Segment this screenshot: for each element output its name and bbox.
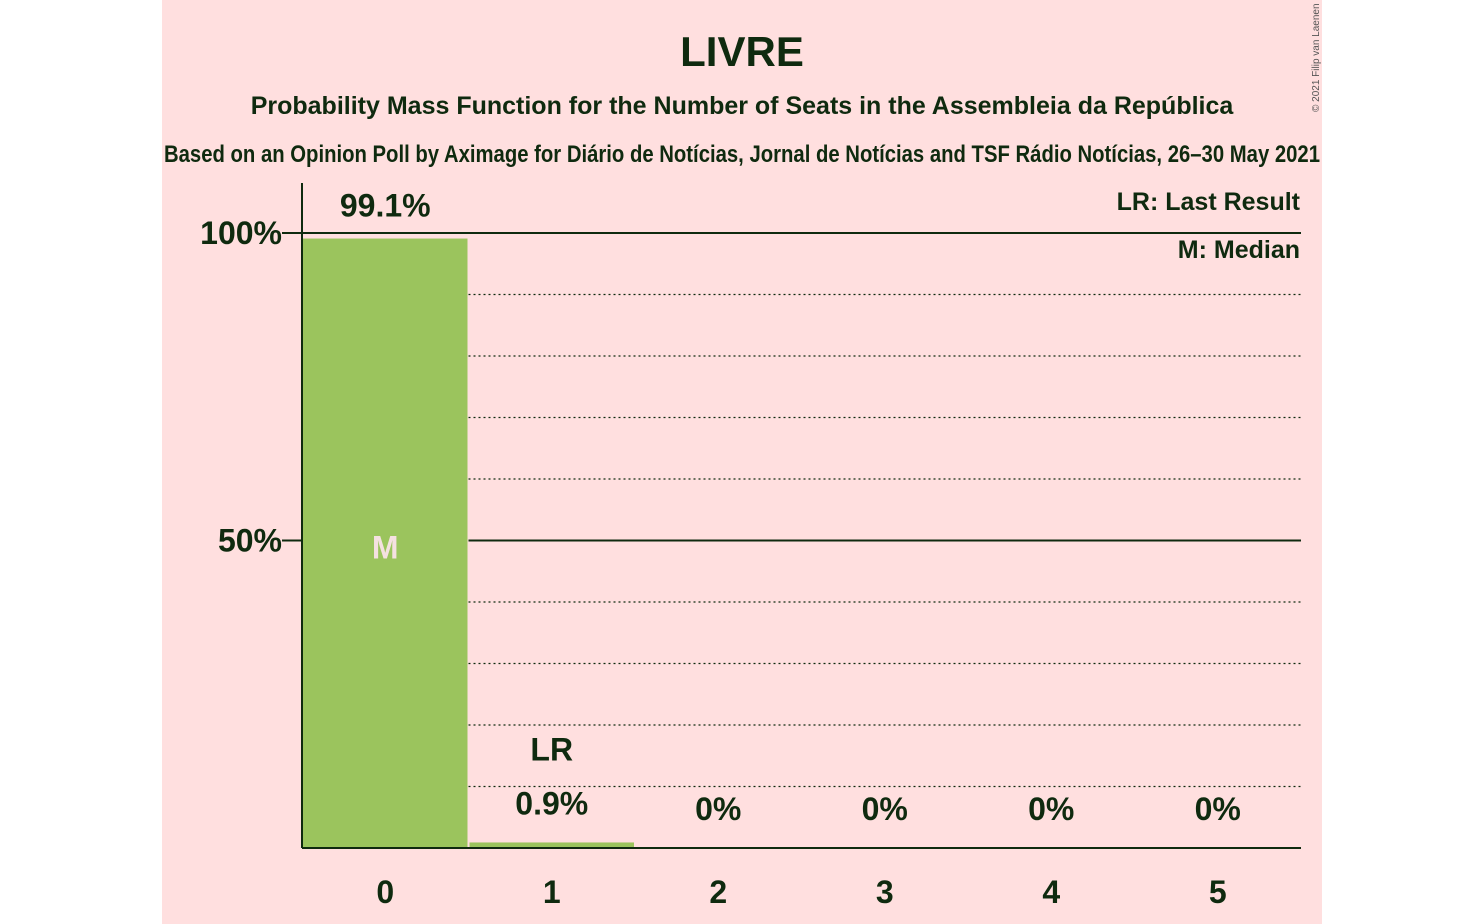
bar-value-label: 0% xyxy=(862,791,908,827)
bar xyxy=(469,842,634,848)
bar-value-label: 0% xyxy=(1195,791,1241,827)
legend-median: M: Median xyxy=(1178,236,1300,264)
x-tick-label: 3 xyxy=(876,874,894,910)
chart-source: Based on an Opinion Poll by Aximage for … xyxy=(164,141,1320,168)
median-marker: M xyxy=(372,530,399,566)
last-result-marker: LR xyxy=(530,731,573,767)
y-tick-label: 50% xyxy=(218,523,282,559)
copyright-notice: © 2021 Filip van Laenen xyxy=(1311,3,1322,112)
chart-subtitle: Probability Mass Function for the Number… xyxy=(251,92,1235,120)
y-tick-label: 100% xyxy=(200,215,282,251)
x-tick-label: 4 xyxy=(1042,874,1060,910)
chart-title: LIVRE xyxy=(680,28,804,75)
bar-value-label: 0% xyxy=(695,791,741,827)
labels: 50% 100% 99.1% 0 M 0.9% 1 LR 0% 2 0% 3 0% 4 0% 5 xyxy=(200,188,1241,910)
bar-value-label: 0% xyxy=(1028,791,1074,827)
bar xyxy=(303,238,468,848)
x-tick-label: 1 xyxy=(543,874,561,910)
bars xyxy=(303,238,634,848)
x-tick-label: 0 xyxy=(376,874,394,910)
x-tick-label: 5 xyxy=(1209,874,1227,910)
x-tick-label: 2 xyxy=(709,874,727,910)
bar-value-label: 0.9% xyxy=(515,785,588,821)
legend-last-result: LR: Last Result xyxy=(1117,188,1301,216)
axes xyxy=(282,183,1301,849)
bar-value-label: 99.1% xyxy=(340,188,431,224)
grid-lines xyxy=(282,232,1301,788)
chart-panel: 50% 100% 99.1% 0 M 0.9% 1 LR 0% 2 0% 3 0% 4 0% 5 LIVRE … xyxy=(162,0,1322,924)
